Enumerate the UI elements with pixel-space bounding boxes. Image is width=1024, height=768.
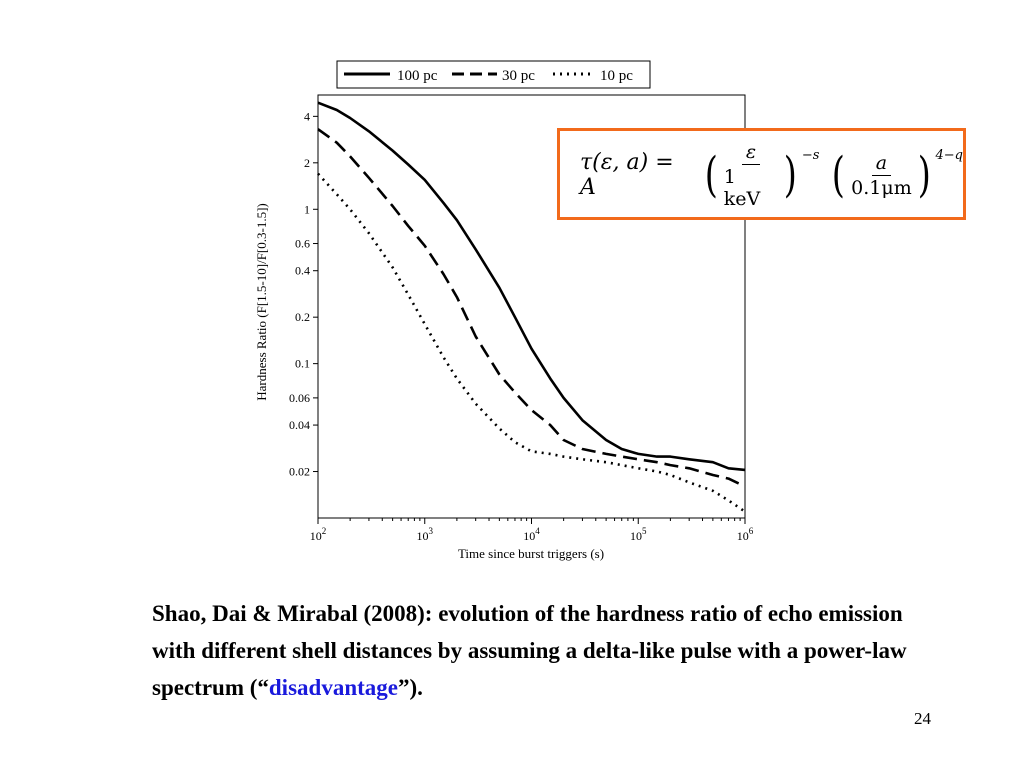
formula-lhs: τ(ε, a) = A xyxy=(580,150,674,200)
y-tick-label: 4 xyxy=(304,109,310,123)
formula-fraction-energy: ε 1 keV xyxy=(724,141,778,210)
hardness-ratio-chart: 4 2 1 0.6 0.4 0.2 0.1 0.06 0.04 0.02 102 103 104 105… xyxy=(254,60,754,561)
y-tick-label: 0.6 xyxy=(295,237,310,251)
series-line-100pc xyxy=(317,101,746,472)
x-tick-label: 106 xyxy=(737,526,754,543)
y-tick-label: 2 xyxy=(304,156,310,170)
y-tick-label: 0.1 xyxy=(295,357,310,371)
series-line-10pc xyxy=(317,172,746,513)
x-tick-label: 102 xyxy=(310,526,327,543)
legend-label-10pc: 10 pc xyxy=(600,68,633,84)
formula-box: τ(ε, a) = A ( ε 1 keV ) −s ( a 0.1μm ) 4… xyxy=(557,128,966,220)
y-tick-label: 0.4 xyxy=(295,264,310,278)
formula-exponent-1: −s xyxy=(801,147,820,163)
x-axis-title: Time since burst triggers (s) xyxy=(458,546,604,561)
formula-frac2-numerator: a xyxy=(871,152,892,176)
y-axis-title: Hardness Ratio (F[1.5-10]/F[0.3-1.5]) xyxy=(254,203,269,401)
y-tick-label: 0.02 xyxy=(289,465,310,479)
formula-frac1-denominator: 1 keV xyxy=(723,165,761,210)
formula-frac2-denominator: 0.1μm xyxy=(851,176,912,199)
x-axis-ticks: 102 103 104 105 106 xyxy=(310,518,754,543)
formula-paren-open-2: ( xyxy=(832,147,846,203)
legend-label-100pc: 100 pc xyxy=(397,68,438,84)
formula-paren-open-1: ( xyxy=(704,147,718,203)
legend-label-30pc: 30 pc xyxy=(502,68,535,84)
formula-paren-close-1: ) xyxy=(783,147,798,203)
series-lines xyxy=(317,101,746,513)
formula-exponent-2: 4−q xyxy=(935,147,964,163)
caption-highlight: disadvantage xyxy=(268,675,398,700)
slide-caption: Shao, Dai & Mirabal (2008): evolution of… xyxy=(152,595,912,706)
x-tick-label: 103 xyxy=(417,526,434,543)
formula-paren-close-2: ) xyxy=(917,147,931,203)
y-tick-label: 0.06 xyxy=(289,391,310,405)
page-number: 24 xyxy=(914,709,931,728)
y-tick-label: 0.2 xyxy=(295,310,310,324)
x-tick-label: 105 xyxy=(630,526,647,543)
y-axis-ticks: 4 2 1 0.6 0.4 0.2 0.1 0.06 0.04 0.02 xyxy=(289,109,318,479)
y-tick-label: 0.04 xyxy=(289,418,310,432)
formula: τ(ε, a) = A ( ε 1 keV ) −s ( a 0.1μm ) 4… xyxy=(580,141,964,210)
x-tick-label: 104 xyxy=(523,526,540,543)
series-line-30pc xyxy=(317,128,746,488)
formula-fraction-size: a 0.1μm xyxy=(851,152,912,199)
formula-frac1-numerator: ε xyxy=(741,141,761,165)
legend: 100 pc 30 pc 10 pc xyxy=(336,60,651,89)
caption-text: Shao, Dai & Mirabal (2008): evolution of… xyxy=(152,601,907,700)
y-tick-label: 1 xyxy=(304,202,310,216)
caption-text-end: ”). xyxy=(397,675,423,700)
